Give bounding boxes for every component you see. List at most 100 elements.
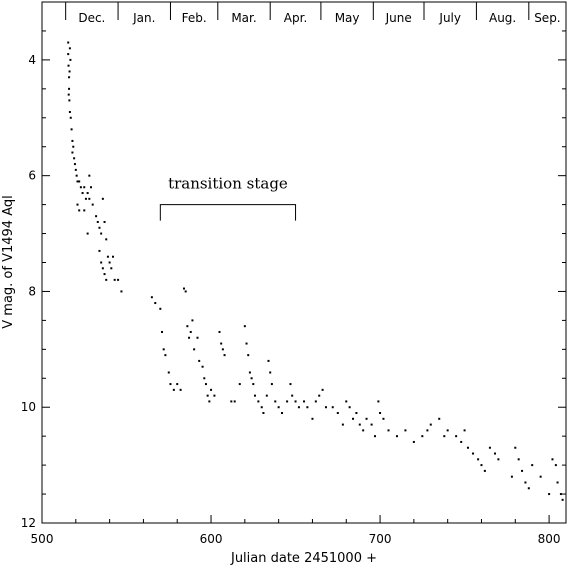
data-point — [297, 406, 300, 409]
data-point — [101, 197, 104, 200]
data-point — [206, 394, 209, 397]
data-point — [524, 481, 527, 484]
data-point — [162, 348, 165, 351]
data-point — [551, 458, 554, 461]
data-point — [75, 174, 78, 177]
data-point — [179, 388, 182, 391]
transition-label: transition stage — [168, 175, 288, 193]
data-point — [318, 394, 321, 397]
data-point — [68, 47, 71, 50]
data-point — [106, 255, 109, 258]
data-point — [243, 325, 246, 328]
month-labels: Dec. Jan. Feb. Mar. Apr. May June July Aug. Sep. — [78, 11, 560, 25]
transition-stage-annotation: transition stage — [159, 175, 297, 221]
data-point — [111, 255, 114, 258]
data-point — [169, 383, 172, 386]
data-point — [514, 446, 517, 449]
data-point — [101, 267, 104, 270]
data-point — [198, 359, 201, 362]
data-point — [76, 203, 79, 206]
x-tick-label: 500 — [31, 532, 54, 546]
data-point — [314, 400, 317, 403]
data-point — [446, 429, 449, 432]
y-tick-label: 4 — [28, 53, 36, 67]
data-point — [404, 429, 407, 432]
data-point — [203, 377, 206, 380]
data-point — [250, 377, 253, 380]
data-point — [321, 388, 324, 391]
data-point — [98, 226, 101, 229]
data-point — [324, 406, 327, 409]
data-point — [382, 417, 385, 420]
data-point — [191, 319, 194, 322]
data-point — [362, 429, 365, 432]
data-point — [81, 192, 84, 195]
data-point — [100, 261, 103, 264]
data-point — [477, 458, 480, 461]
data-point — [267, 359, 270, 362]
data-point — [352, 417, 355, 420]
data-point — [105, 278, 108, 281]
data-point — [257, 400, 260, 403]
data-point — [84, 197, 87, 200]
data-point — [269, 371, 272, 374]
data-point — [248, 371, 251, 374]
data-point — [154, 302, 157, 305]
data-point — [223, 354, 226, 357]
data-point — [331, 406, 334, 409]
data-point — [182, 287, 185, 290]
data-point — [510, 475, 513, 478]
data-point — [379, 412, 382, 415]
data-point — [184, 290, 187, 293]
data-point — [348, 406, 351, 409]
data-point — [438, 417, 441, 420]
data-point — [463, 429, 466, 432]
data-point — [262, 412, 265, 415]
data-point — [395, 435, 398, 438]
data-point — [172, 388, 175, 391]
data-point — [67, 41, 70, 44]
data-point — [68, 70, 71, 73]
data-point — [355, 412, 358, 415]
data-point — [100, 232, 103, 235]
data-point — [341, 423, 344, 426]
data-point — [113, 278, 116, 281]
data-point — [70, 128, 73, 131]
data-point — [289, 383, 292, 386]
data-point — [220, 342, 223, 345]
data-point — [488, 446, 491, 449]
data-point — [336, 412, 339, 415]
data-point — [86, 232, 89, 235]
data-point — [167, 371, 170, 374]
data-point — [67, 64, 70, 67]
data-point — [68, 99, 71, 102]
data-point — [76, 180, 79, 183]
data-point — [521, 469, 524, 472]
month-label: Jan. — [132, 11, 155, 25]
data-point — [110, 267, 113, 270]
transition-bracket — [159, 204, 297, 221]
data-point — [103, 273, 106, 276]
month-label: June — [385, 11, 412, 25]
x-tick-label: 700 — [369, 532, 392, 546]
y-tick-label: 10 — [21, 400, 36, 414]
data-point — [306, 406, 309, 409]
month-label: Apr. — [284, 11, 307, 25]
data-point — [86, 192, 89, 195]
data-point — [189, 330, 192, 333]
data-point — [421, 435, 424, 438]
data-point — [69, 58, 72, 61]
data-points — [67, 41, 564, 501]
data-point — [426, 429, 429, 432]
data-point — [412, 440, 415, 443]
data-point — [365, 417, 368, 420]
month-label: Aug. — [489, 11, 516, 25]
month-label: July — [438, 11, 461, 25]
data-point — [277, 406, 280, 409]
month-label: May — [335, 11, 360, 25]
data-point — [286, 400, 289, 403]
data-point — [91, 203, 94, 206]
data-point — [291, 394, 294, 397]
data-point — [260, 406, 263, 409]
